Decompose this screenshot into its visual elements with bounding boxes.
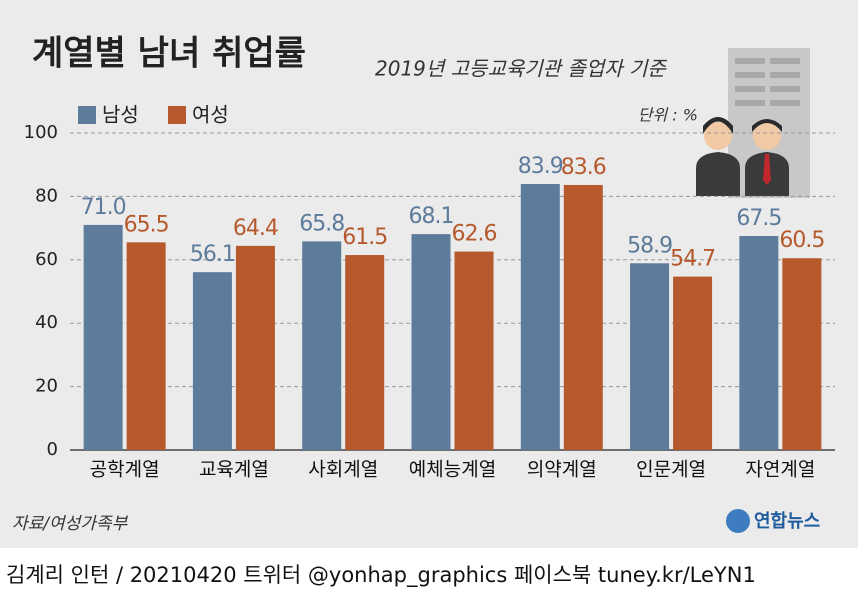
building-icon: [696, 48, 810, 198]
bar: [126, 242, 166, 450]
bar: [630, 263, 670, 450]
x-tick-label: 공학계열: [90, 459, 160, 481]
bar: [411, 234, 451, 450]
value-label: 60.5: [779, 228, 824, 253]
legend-label: 남성: [102, 103, 139, 127]
x-tick-label: 의약계열: [527, 459, 597, 481]
x-tick-label: 자연계열: [745, 459, 815, 481]
legend-swatch: [168, 106, 186, 124]
y-tick-label: 40: [35, 312, 58, 333]
bar: [782, 258, 822, 450]
unit-label: 단위 : %: [638, 106, 698, 125]
source: 자료/여성가족부: [12, 514, 129, 534]
y-tick-label: 80: [35, 185, 58, 206]
x-tick-label: 인문계열: [636, 459, 706, 481]
value-label: 65.8: [299, 211, 344, 236]
y-tick-label: 0: [47, 439, 58, 460]
chart-subtitle: 2019년 고등교육기관 졸업자 기준: [375, 57, 667, 81]
value-label: 54.7: [670, 247, 715, 272]
bar: [673, 276, 713, 450]
bar: [345, 255, 385, 450]
credit: 김계리 인턴 / 20210420 트위터 @yonhap_graphics 페…: [6, 563, 756, 588]
bar: [192, 272, 232, 450]
bar: [235, 245, 275, 450]
chart-title: 계열별 남녀 취업률: [32, 34, 306, 74]
bar: [563, 184, 603, 450]
value-label: 64.4: [233, 216, 278, 241]
legend-label: 여성: [192, 103, 229, 127]
value-label: 56.1: [190, 242, 235, 267]
y-tick-label: 100: [24, 122, 58, 143]
bar: [454, 251, 494, 450]
value-label: 83.6: [561, 155, 606, 180]
bar: [520, 184, 560, 451]
value-label: 83.9: [518, 154, 563, 179]
bar: [302, 241, 342, 450]
bar: [739, 236, 779, 450]
x-tick-label: 예체능계열: [409, 459, 496, 481]
bar: [83, 224, 123, 450]
y-tick-label: 20: [35, 376, 58, 397]
value-label: 68.1: [409, 204, 454, 229]
value-label: 62.6: [452, 222, 497, 247]
logo-mark: [726, 509, 750, 533]
value-label: 58.9: [627, 233, 672, 258]
value-label: 65.5: [124, 212, 169, 237]
credit-background: [0, 548, 858, 599]
value-label: 61.5: [342, 225, 387, 250]
y-tick-label: 60: [35, 249, 58, 270]
x-tick-label: 교육계열: [199, 459, 269, 481]
logo: 연합뉴스: [754, 510, 820, 532]
value-label: 71.0: [81, 195, 126, 220]
x-tick-label: 사회계열: [308, 459, 378, 481]
legend-swatch: [78, 106, 96, 124]
value-label: 67.5: [736, 206, 781, 231]
